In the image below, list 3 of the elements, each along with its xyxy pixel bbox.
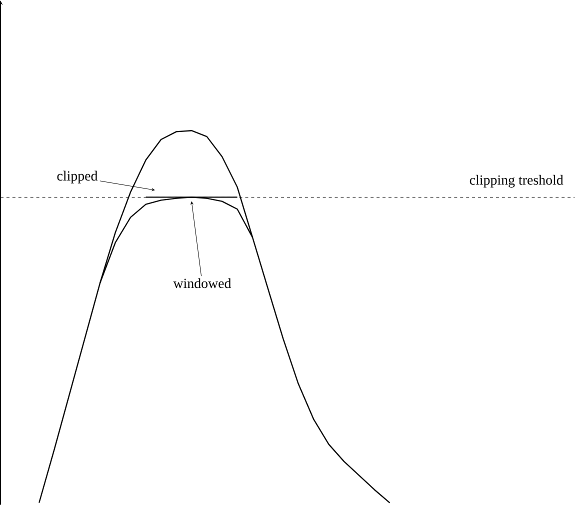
ref-line-label: clipping treshold bbox=[470, 174, 564, 188]
annotation: windowed bbox=[173, 278, 232, 288]
annotation: clipped bbox=[57, 170, 98, 184]
